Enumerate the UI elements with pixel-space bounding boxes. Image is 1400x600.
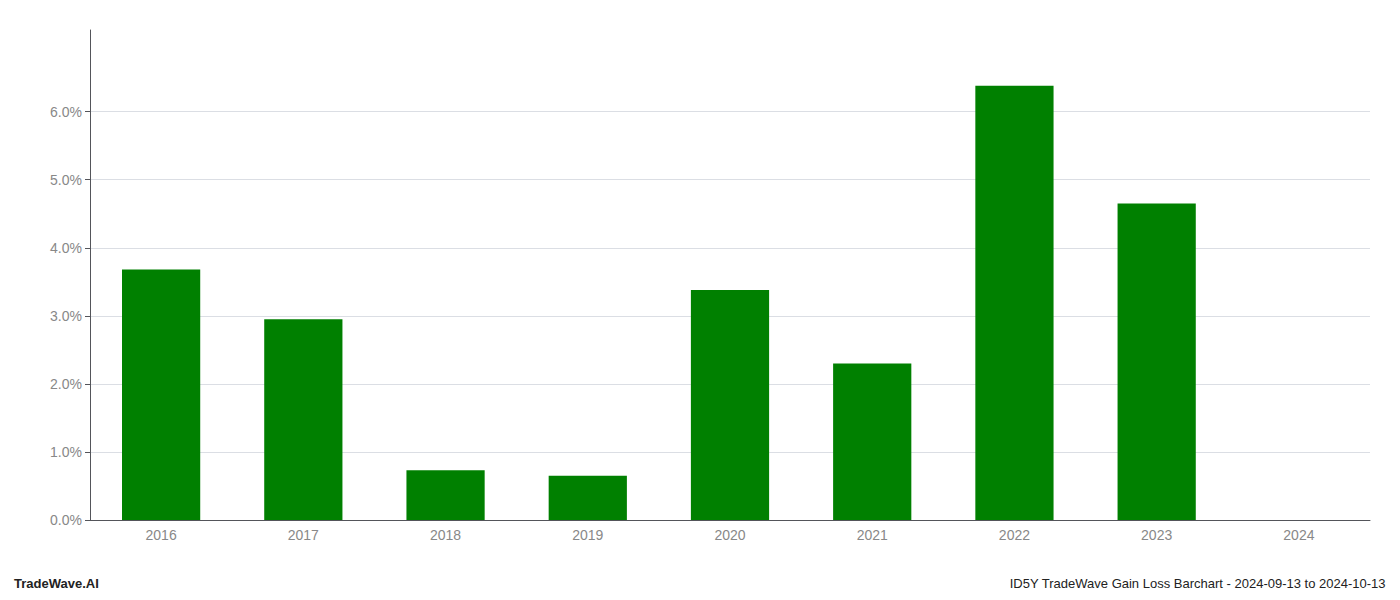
svg-text:2019: 2019 xyxy=(572,527,603,543)
svg-text:2018: 2018 xyxy=(430,527,461,543)
svg-text:0.0%: 0.0% xyxy=(50,512,82,528)
svg-text:2022: 2022 xyxy=(999,527,1030,543)
svg-text:2024: 2024 xyxy=(1283,527,1314,543)
svg-text:ID5Y TradeWave Gain Loss Barch: ID5Y TradeWave Gain Loss Barchart - 2024… xyxy=(1010,576,1386,591)
svg-text:2017: 2017 xyxy=(288,527,319,543)
svg-text:6.0%: 6.0% xyxy=(50,104,82,120)
svg-text:5.0%: 5.0% xyxy=(50,172,82,188)
svg-text:2021: 2021 xyxy=(857,527,888,543)
svg-text:2016: 2016 xyxy=(146,527,177,543)
svg-text:TradeWave.AI: TradeWave.AI xyxy=(14,576,99,591)
svg-text:2.0%: 2.0% xyxy=(50,376,82,392)
svg-text:2023: 2023 xyxy=(1141,527,1172,543)
svg-text:3.0%: 3.0% xyxy=(50,308,82,324)
svg-text:4.0%: 4.0% xyxy=(50,240,82,256)
svg-text:1.0%: 1.0% xyxy=(50,444,82,460)
svg-text:2020: 2020 xyxy=(714,527,745,543)
